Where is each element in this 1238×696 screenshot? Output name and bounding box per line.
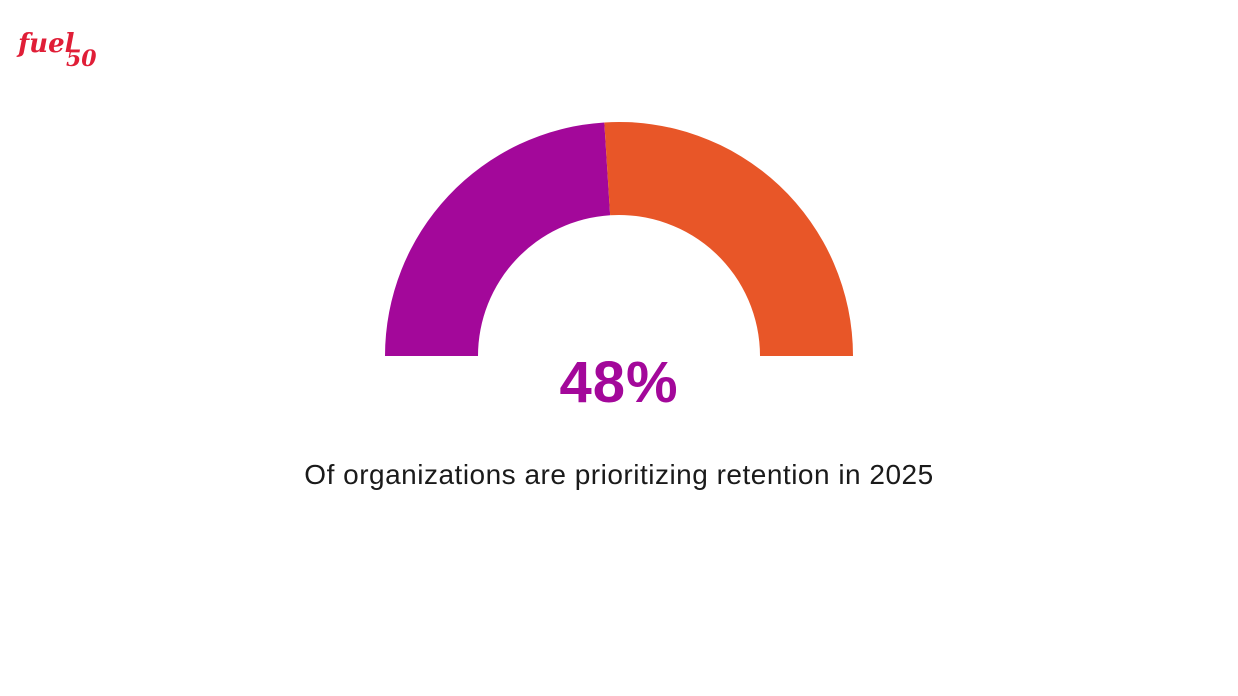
percentage-value: 48% [559,350,679,415]
gauge-segment-remainder [604,122,853,356]
gauge-segments [385,122,853,356]
gauge-segment-highlight [385,122,611,356]
chart-caption: Of organizations are prioritizing retent… [304,459,934,490]
logo-text-fuel: fuel [16,29,75,59]
logo-text-50: 50 [66,46,97,72]
fuel50-logo: fuel 50 [16,29,97,72]
